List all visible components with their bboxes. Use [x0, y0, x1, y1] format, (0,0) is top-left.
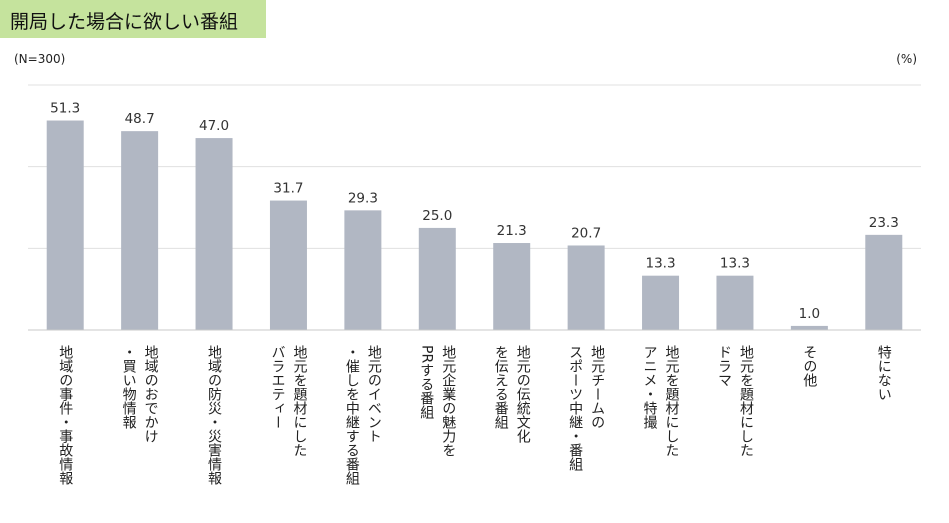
- value-label: 23.3: [869, 215, 899, 231]
- value-label: 20.7: [571, 225, 601, 241]
- bar: [790, 325, 828, 330]
- value-label: 29.3: [348, 190, 378, 206]
- bar: [46, 120, 84, 331]
- bar: [716, 275, 754, 330]
- value-label: 47.0: [199, 118, 229, 134]
- bar: [567, 245, 605, 330]
- gridlines: [28, 84, 921, 249]
- category-label: 地元チームの スポーツ中継・番組: [567, 345, 606, 471]
- bar: [418, 227, 456, 330]
- value-labels: 51.3 48.7 47.0 31.7 29.3 25.0 21.3 20.7 13.3 13.3…: [50, 101, 899, 322]
- chart-title: 開局した場合に欲しい番組: [10, 11, 239, 33]
- category-label: 地元の伝統文化 を伝える番組: [492, 345, 531, 443]
- category-label: 特にない: [875, 345, 892, 401]
- category-label: 地元を題材にした アニメ・特撮: [641, 345, 680, 457]
- bar: [195, 138, 233, 330]
- value-label: 13.3: [646, 256, 676, 272]
- bar: [121, 131, 159, 330]
- value-label: 48.7: [125, 111, 155, 127]
- title-banner: 開局した場合に欲しい番組: [0, 0, 266, 38]
- value-label: 13.3: [720, 256, 750, 272]
- category-label: 地元を題材にした バラエティー: [269, 345, 308, 457]
- bar: [344, 210, 382, 330]
- category-label: 地域のおでかけ ・買い物情報: [120, 345, 159, 443]
- bar: [269, 200, 307, 330]
- value-label: 25.0: [422, 208, 452, 224]
- category-label: 地元企業の魅力を PRする番組: [418, 345, 457, 457]
- category-label: 地域の防災・災害情報: [206, 345, 223, 485]
- category-label: 地域の事件・事故情報: [57, 345, 74, 485]
- sample-size-label: (N=300): [14, 52, 66, 66]
- value-label: 21.3: [497, 223, 527, 239]
- category-label: 地元のイベント ・催しを中継する番組: [343, 345, 382, 485]
- unit-label: (%): [896, 52, 917, 66]
- category-label: その他: [801, 345, 818, 387]
- bar: [865, 234, 903, 330]
- value-label: 51.3: [50, 101, 80, 117]
- category-label: 地元を題材にした ドラマ: [715, 345, 754, 457]
- value-label: 1.0: [799, 306, 820, 322]
- value-label: 31.7: [273, 181, 303, 197]
- bars: [46, 120, 903, 331]
- bar: [642, 275, 680, 330]
- bar: [493, 243, 531, 330]
